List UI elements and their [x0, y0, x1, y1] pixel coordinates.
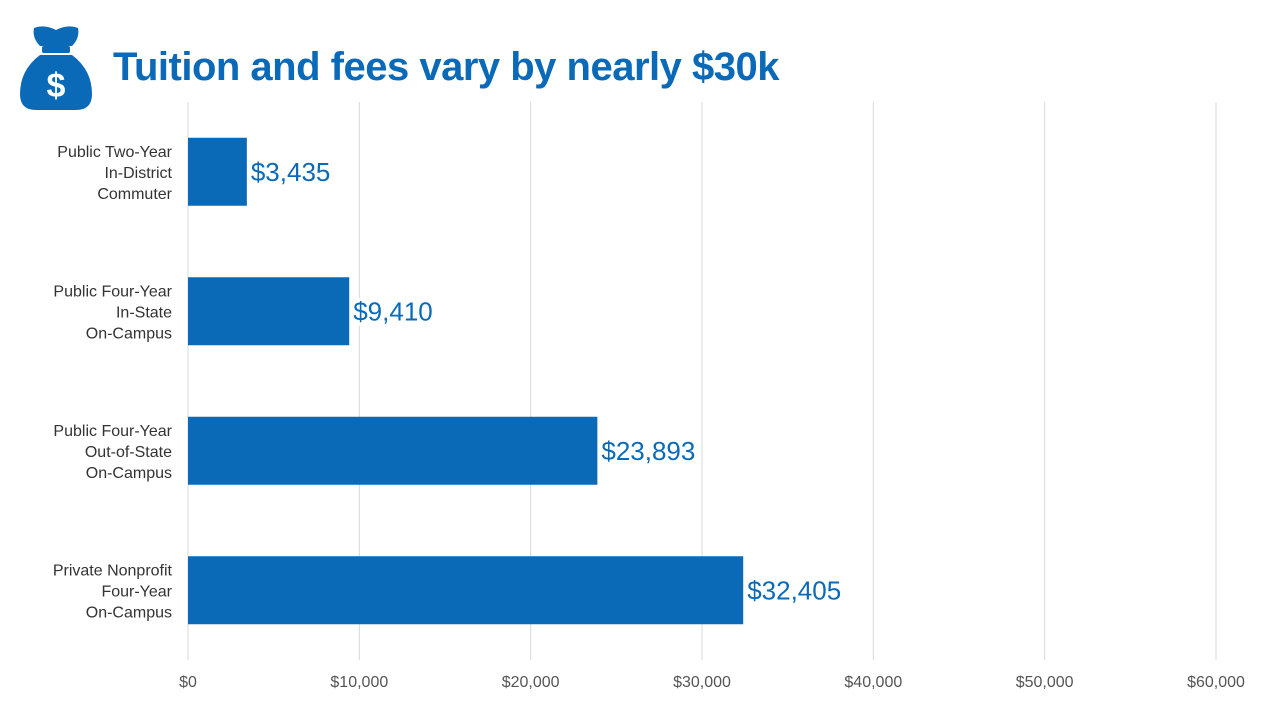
bar — [188, 137, 247, 206]
category-label: Public Four-Year Out-of-State On-Campus — [53, 423, 172, 482]
x-tick-label: $0 — [179, 674, 197, 691]
bar — [188, 277, 350, 346]
category-label: Public Two-Year In-District Commuter — [57, 144, 172, 203]
category-label: Public Four-Year In-State On-Campus — [53, 283, 172, 342]
x-tick-label: $40,000 — [844, 674, 902, 691]
data-label: $32,405 — [747, 575, 841, 605]
bar — [188, 556, 744, 625]
data-label: $23,893 — [601, 436, 695, 466]
labels: $0 $10,000 $20,000 $30,000 $40,000 $50,000 $60… — [53, 144, 1245, 691]
category-label: Private Nonprofit Four-Year On-Campus — [53, 562, 173, 621]
x-tick-label: $20,000 — [502, 674, 560, 691]
data-label: $9,410 — [353, 296, 433, 326]
bars — [188, 137, 744, 625]
data-label: $3,435 — [251, 157, 331, 187]
bar — [188, 416, 598, 485]
page-title: Tuition and fees vary by nearly $30k — [113, 44, 779, 89]
x-tick-label: $10,000 — [330, 674, 388, 691]
title-row: $ Tuition and fees vary by nearly $30k — [20, 22, 779, 112]
x-tick-label: $30,000 — [673, 674, 731, 691]
x-tick-label: $60,000 — [1187, 674, 1245, 691]
money-bag-icon: $ — [20, 26, 92, 110]
x-tick-label: $50,000 — [1016, 674, 1074, 691]
svg-text:$: $ — [47, 67, 66, 105]
